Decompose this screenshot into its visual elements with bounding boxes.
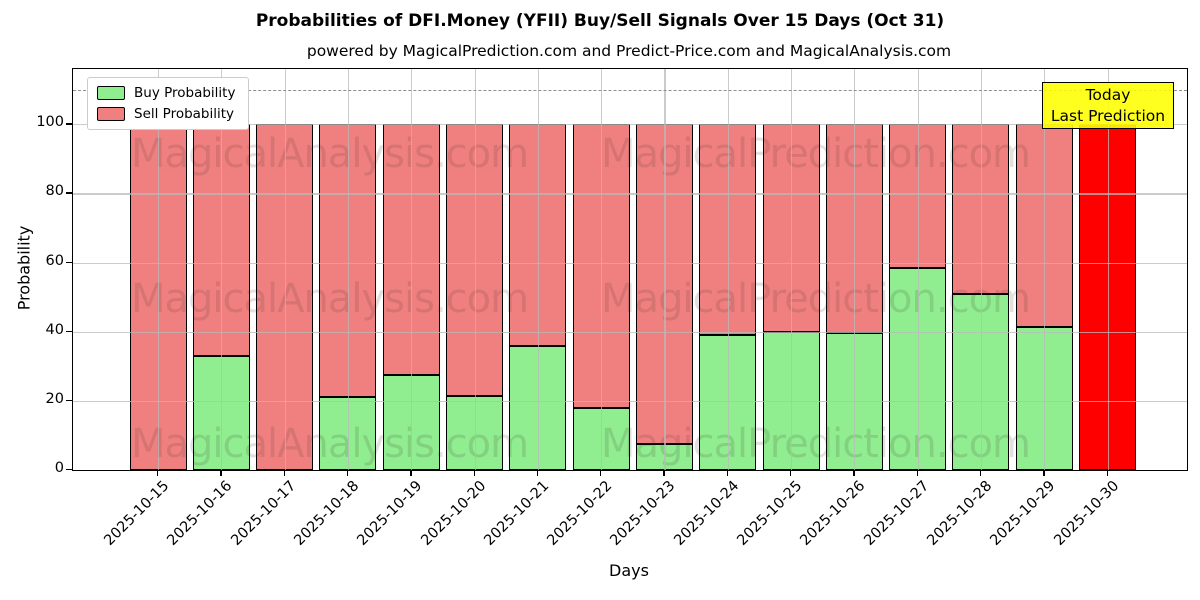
watermark-right: MagicalPrediction.com xyxy=(601,131,1031,177)
legend-label: Buy Probability xyxy=(134,85,236,101)
y-tick-label: 100 xyxy=(36,114,64,131)
gridline-v xyxy=(474,69,476,470)
chart-title: Probabilities of DFI.Money (YFII) Buy/Se… xyxy=(255,11,945,31)
today-annotation-line1: Today xyxy=(1085,85,1131,104)
legend-label: Sell Probability xyxy=(134,106,235,122)
gridline-v xyxy=(221,69,223,470)
x-tick xyxy=(283,470,285,476)
gridline-v xyxy=(601,69,603,470)
gridline-v xyxy=(158,69,160,470)
gridline-v xyxy=(284,69,286,470)
x-tick xyxy=(1106,470,1108,476)
dashed-threshold-line xyxy=(73,89,1187,91)
watermark-left: MagicalAnalysis.com xyxy=(131,276,529,322)
legend-item: Sell Probability xyxy=(97,106,235,122)
x-tick xyxy=(157,470,159,476)
x-tick xyxy=(979,470,982,476)
watermark-left: MagicalAnalysis.com xyxy=(131,421,529,467)
x-tick xyxy=(220,470,222,476)
y-tick-label: 20 xyxy=(45,390,64,407)
legend-item: Buy Probability xyxy=(97,85,235,101)
y-tick-label: 0 xyxy=(54,460,64,476)
legend-swatch-buy xyxy=(97,86,125,100)
x-tick xyxy=(536,470,539,476)
legend-swatch-sell xyxy=(97,107,125,121)
gridline-v xyxy=(917,69,919,470)
plot-area: Buy Probability Sell Probability Today La… xyxy=(72,68,1188,471)
gridline-v xyxy=(1044,69,1046,470)
y-tick xyxy=(66,469,72,471)
gridline-h xyxy=(73,193,1187,195)
gridline-v xyxy=(854,69,856,470)
x-tick xyxy=(916,470,918,476)
y-tick xyxy=(66,261,72,263)
chart-subtitle: powered by MagicalPrediction.com and Pre… xyxy=(306,42,952,60)
today-annotation: Today Last Prediction xyxy=(1042,82,1174,129)
y-tick xyxy=(66,399,72,402)
y-tick xyxy=(66,330,72,333)
x-tick xyxy=(853,470,855,476)
gridline-v xyxy=(727,69,729,470)
x-tick xyxy=(473,470,475,476)
gridline-h xyxy=(73,400,1187,403)
gridline-v xyxy=(980,69,983,470)
watermark-right: MagicalPrediction.com xyxy=(601,421,1031,467)
x-tick xyxy=(726,470,729,476)
x-tick xyxy=(410,470,412,476)
x-axis-label: Days xyxy=(609,561,649,580)
gridline-h xyxy=(73,124,1187,126)
bar-2025-10-27 xyxy=(889,69,947,470)
watermark-left: MagicalAnalysis.com xyxy=(131,131,529,177)
gridline-h xyxy=(73,262,1187,264)
gridline-v xyxy=(791,69,793,470)
x-tick xyxy=(790,470,792,476)
today-annotation-line2: Last Prediction xyxy=(1050,106,1166,125)
x-tick xyxy=(1043,470,1045,476)
gridline-v xyxy=(537,69,539,470)
gridline-v xyxy=(347,69,350,470)
y-tick xyxy=(66,192,72,194)
x-tick xyxy=(663,470,665,476)
legend: Buy Probability Sell Probability xyxy=(87,77,250,130)
y-tick-label: 40 xyxy=(45,321,64,338)
watermark-right: MagicalPrediction.com xyxy=(601,276,1031,322)
gridline-v xyxy=(1107,69,1109,470)
y-tick xyxy=(66,123,72,125)
x-tick xyxy=(346,470,349,476)
gridline-v xyxy=(411,69,413,470)
gridline-h xyxy=(73,331,1187,333)
y-tick-label: 60 xyxy=(45,252,64,269)
x-tick xyxy=(600,470,602,476)
gridline-v xyxy=(664,69,666,470)
y-tick-label: 80 xyxy=(45,183,64,200)
